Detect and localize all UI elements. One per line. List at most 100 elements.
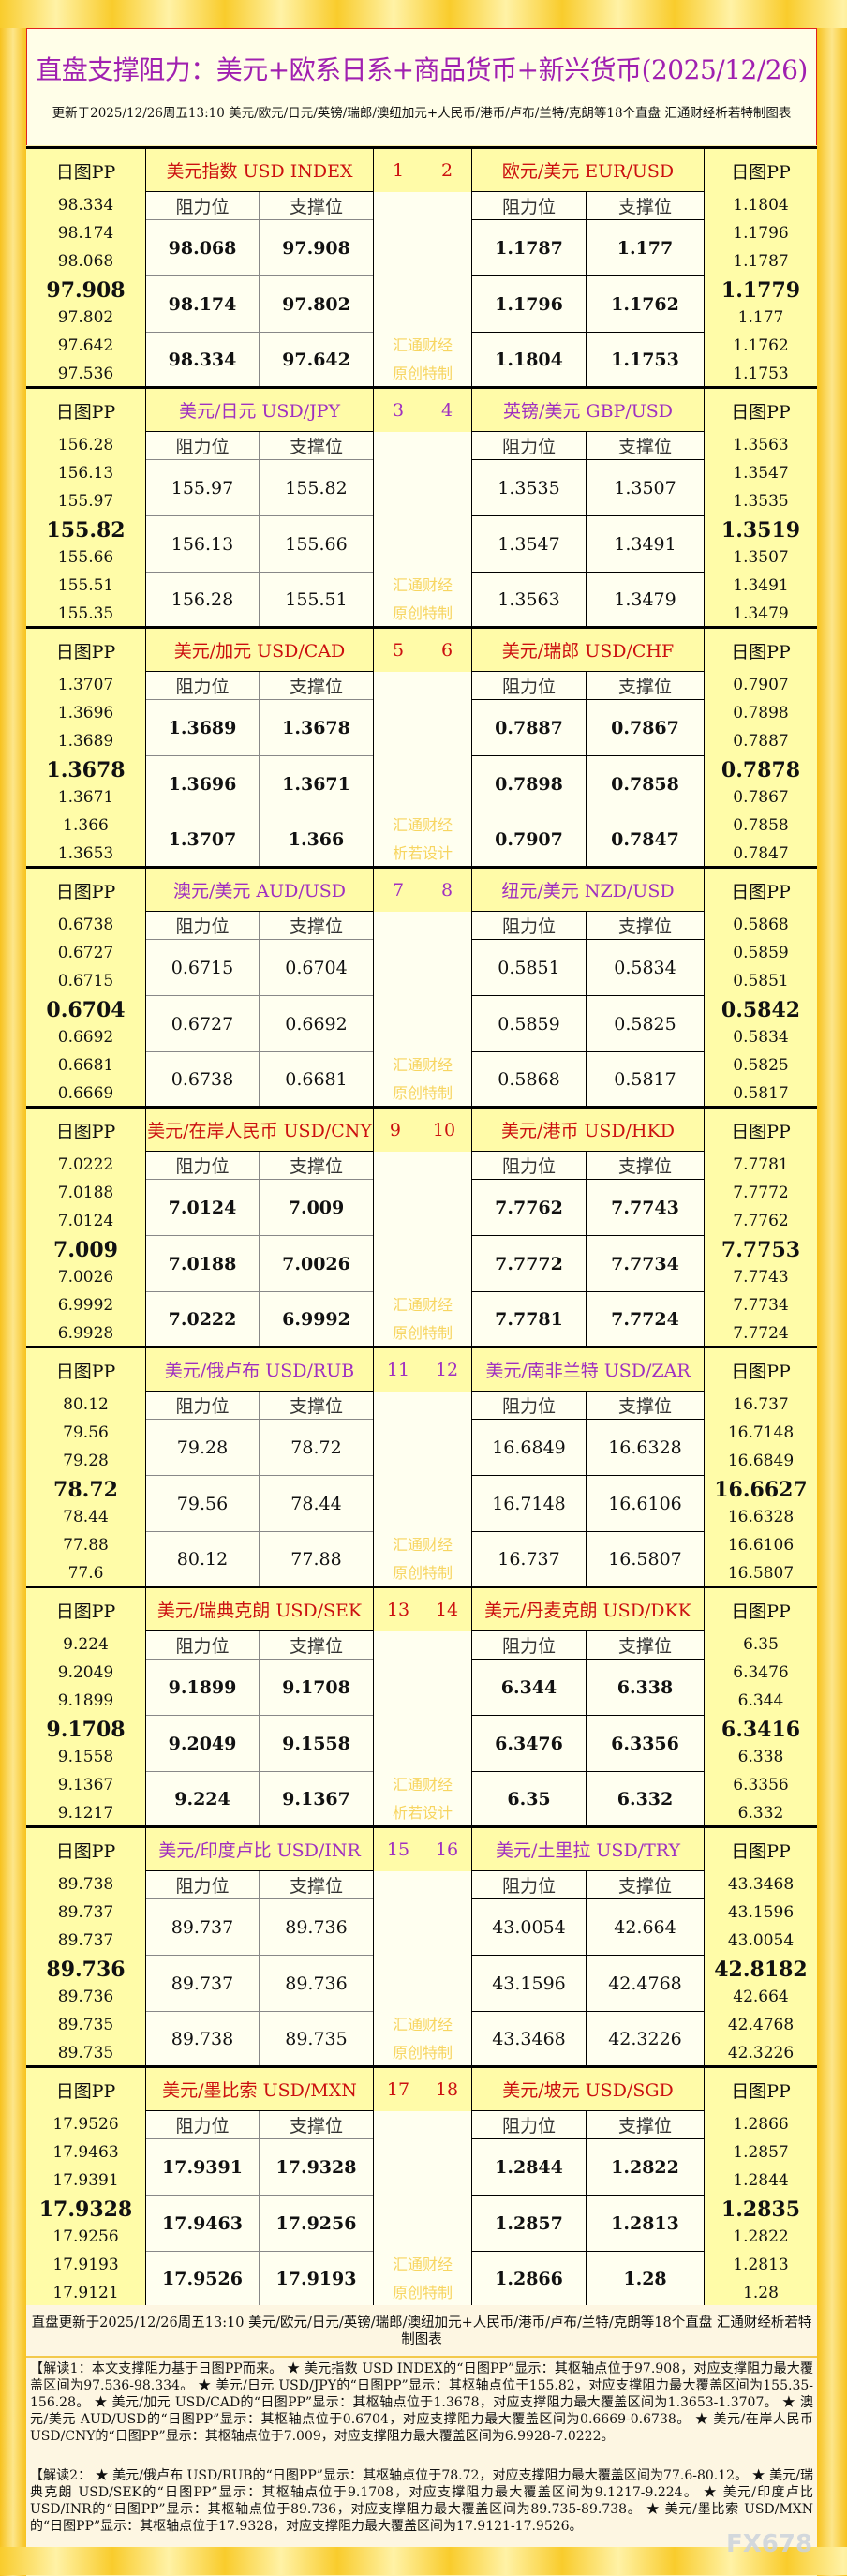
support-value: 16.5807 [587,1532,704,1586]
pp-value: 16.7148 [727,1423,795,1442]
pair-title-left: 美元/日元 USD/JPY [146,389,373,432]
resistance-value: 155.97 [146,460,260,516]
support-value: 7.7743 [587,1180,704,1236]
resistance-header: 阻力位 [472,192,587,220]
watermark-text: 汇通财经 [392,2016,453,2033]
pp-column-right: 日图PP 0.5868 0.5859 0.5851 0.5842 0.5834 0.5825… [704,869,817,1106]
pp-column-left: 日图PP 98.334 98.174 98.068 97.908 97.802 97.642… [26,149,146,386]
resistance-header: 阻力位 [472,432,587,460]
resistance-value: 9.1899 [146,1660,260,1716]
pp-column-right: 日图PP 1.1804 1.1796 1.1787 1.1779 1.177 1.1762 1… [704,149,817,386]
resistance-value: 89.737 [146,1899,260,1956]
pp-value: 1.2844 [733,2171,789,2190]
resistance-value: 1.1804 [472,333,587,386]
pair-block: 日图PP 7.0222 7.0188 7.0124 7.009 7.0026 6.9992 6… [26,1106,817,1346]
pp-value: 155.97 [57,492,114,511]
resistance-value: 7.0222 [146,1292,260,1346]
pp-value: 1.3563 [733,436,789,454]
pp-header: 日图PP [731,162,791,183]
support-value: 1.3479 [587,573,704,626]
pp-value: 6.9928 [57,1324,114,1343]
pp-column-left: 日图PP 89.738 89.737 89.737 89.736 89.736 89.735… [26,1828,146,2065]
pp-value: 98.174 [57,224,114,243]
support-header: 支撑位 [587,192,704,220]
pp-value: 155.82 [46,518,126,543]
pair-number: 17 [386,2079,410,2100]
pp-value: 0.7898 [733,704,789,722]
support-value: 78.72 [260,1420,373,1476]
support-value: 42.664 [587,1899,704,1956]
pp-value: 42.4768 [727,2016,795,2034]
watermark-column: 汇通财经 原创特制 [373,1871,472,2065]
pp-value: 1.3535 [733,492,789,511]
pp-value: 17.9256 [52,2227,119,2246]
watermark-text: 汇通财经 [392,336,453,354]
pp-value: 7.0188 [57,1184,114,1202]
pp-value: 7.0124 [57,1212,114,1230]
pp-value: 0.6738 [57,916,114,934]
pair-number: 4 [440,400,453,421]
resistance-value: 1.2866 [472,2252,587,2305]
pair-number: 12 [435,1360,459,1380]
pp-value: 17.9121 [52,2284,119,2302]
pp-value: 0.6681 [57,1056,114,1075]
resistance-value: 98.334 [146,333,260,386]
resistance-header: 阻力位 [472,2111,587,2139]
resistance-value: 7.7781 [472,1292,587,1346]
pp-value: 0.5842 [721,998,801,1022]
pair-title-left: 美元/在岸人民币 USD/CNY [146,1109,373,1152]
pp-value: 0.6715 [57,972,114,990]
resistance-value: 1.3535 [472,460,587,516]
pp-value: 89.737 [57,1931,114,1950]
support-value: 78.44 [260,1476,373,1532]
pp-value: 0.6692 [57,1028,114,1047]
support-value: 0.6692 [260,996,373,1052]
pp-value: 0.7858 [733,816,789,835]
top-decorative-strip [0,0,847,28]
resistance-value: 98.174 [146,276,260,333]
pp-value: 98.334 [57,196,114,215]
pair-title-left: 美元/印度卢比 USD/INR [146,1828,373,1871]
watermark-column: 汇通财经 原创特制 [373,1392,472,1586]
pp-value: 9.1367 [57,1776,114,1794]
pp-value: 1.1804 [733,196,789,215]
pair-title-right: 纽元/美元 NZD/USD [472,869,704,912]
support-header: 支撑位 [587,1392,704,1420]
support-value: 6.9992 [260,1292,373,1346]
support-header: 支撑位 [260,1631,373,1660]
pair-number: 10 [432,1120,456,1140]
pair-number: 2 [440,160,453,181]
resistance-value: 79.56 [146,1476,260,1532]
pair-number: 13 [386,1600,410,1620]
support-value: 89.735 [260,2012,373,2065]
pp-value: 6.35 [743,1635,779,1654]
watermark-text: 汇通财经 [392,2256,453,2273]
support-header: 支撑位 [260,432,373,460]
resistance-value: 16.7148 [472,1476,587,1532]
resistance-value: 1.2857 [472,2196,587,2252]
pp-value: 0.5859 [733,944,789,962]
resistance-value: 80.12 [146,1532,260,1586]
pp-value: 1.3671 [57,788,114,807]
update-line: 更新于2025/12/26周五13:10 美元/欧元/日元/英镑/瑞郎/澳纽加元… [52,106,792,121]
support-header: 支撑位 [587,432,704,460]
pair-numbers: 11 12 [373,1348,472,1392]
resistance-value: 16.737 [472,1532,587,1586]
support-value: 17.9328 [260,2139,373,2196]
pp-header: 日图PP [55,882,116,902]
pair-number: 3 [392,400,405,421]
pp-value: 89.738 [57,1875,114,1894]
pp-header: 日图PP [55,162,116,183]
resistance-value: 7.7772 [472,1236,587,1292]
pair-title-left: 美元/墨比索 USD/MXN [146,2068,373,2111]
pp-value: 1.2866 [733,2115,789,2134]
pair-block: 日图PP 156.28 156.13 155.97 155.82 155.66 155.51… [26,386,817,626]
resistance-value: 7.0124 [146,1180,260,1236]
watermark-column: 汇通财经 原创特制 [373,192,472,386]
watermark-text: 汇通财经 [392,576,453,594]
pair-number: 11 [386,1360,410,1380]
support-value: 6.332 [587,1772,704,1825]
